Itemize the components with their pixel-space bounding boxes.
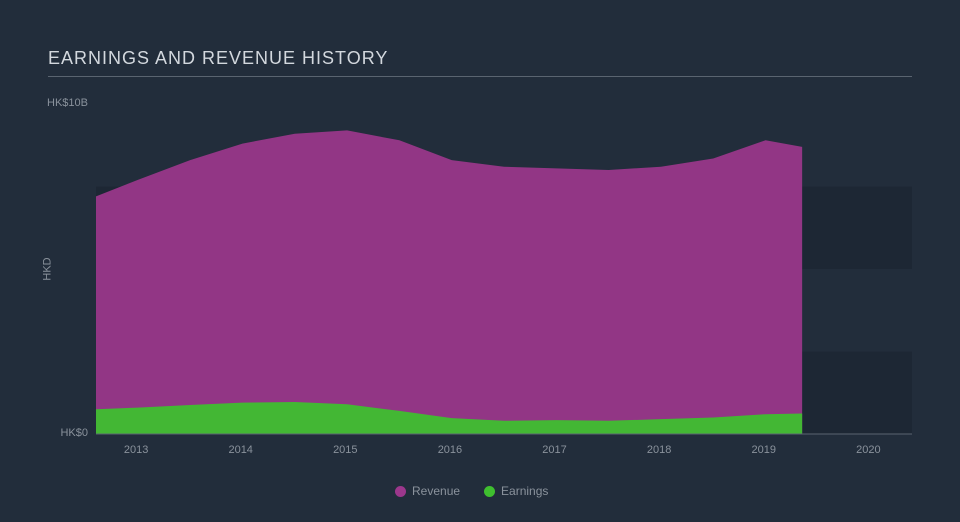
x-tick-label: 2013 — [124, 444, 148, 456]
chart-container: EARNINGS AND REVENUE HISTORY RevenueEarn… — [0, 0, 960, 522]
series-revenue — [96, 130, 802, 434]
legend-label: Revenue — [412, 484, 460, 498]
legend-swatch — [395, 486, 406, 497]
x-tick-label: 2018 — [647, 444, 671, 456]
legend-item: Revenue — [395, 484, 460, 498]
x-tick-label: 2016 — [438, 444, 462, 456]
legend-swatch — [484, 486, 495, 497]
x-tick-label: 2020 — [856, 444, 880, 456]
x-tick-label: 2015 — [333, 444, 357, 456]
x-tick-label: 2019 — [752, 444, 776, 456]
legend-label: Earnings — [501, 484, 548, 498]
x-tick-label: 2017 — [542, 444, 566, 456]
legend: Revenue Earnings — [395, 484, 548, 498]
y-tick-label: HK$10B — [47, 97, 88, 109]
legend-item: Earnings — [484, 484, 548, 498]
y-axis-title: HKD — [42, 257, 54, 280]
y-tick-label: HK$0 — [60, 427, 88, 439]
x-tick-label: 2014 — [228, 444, 252, 456]
